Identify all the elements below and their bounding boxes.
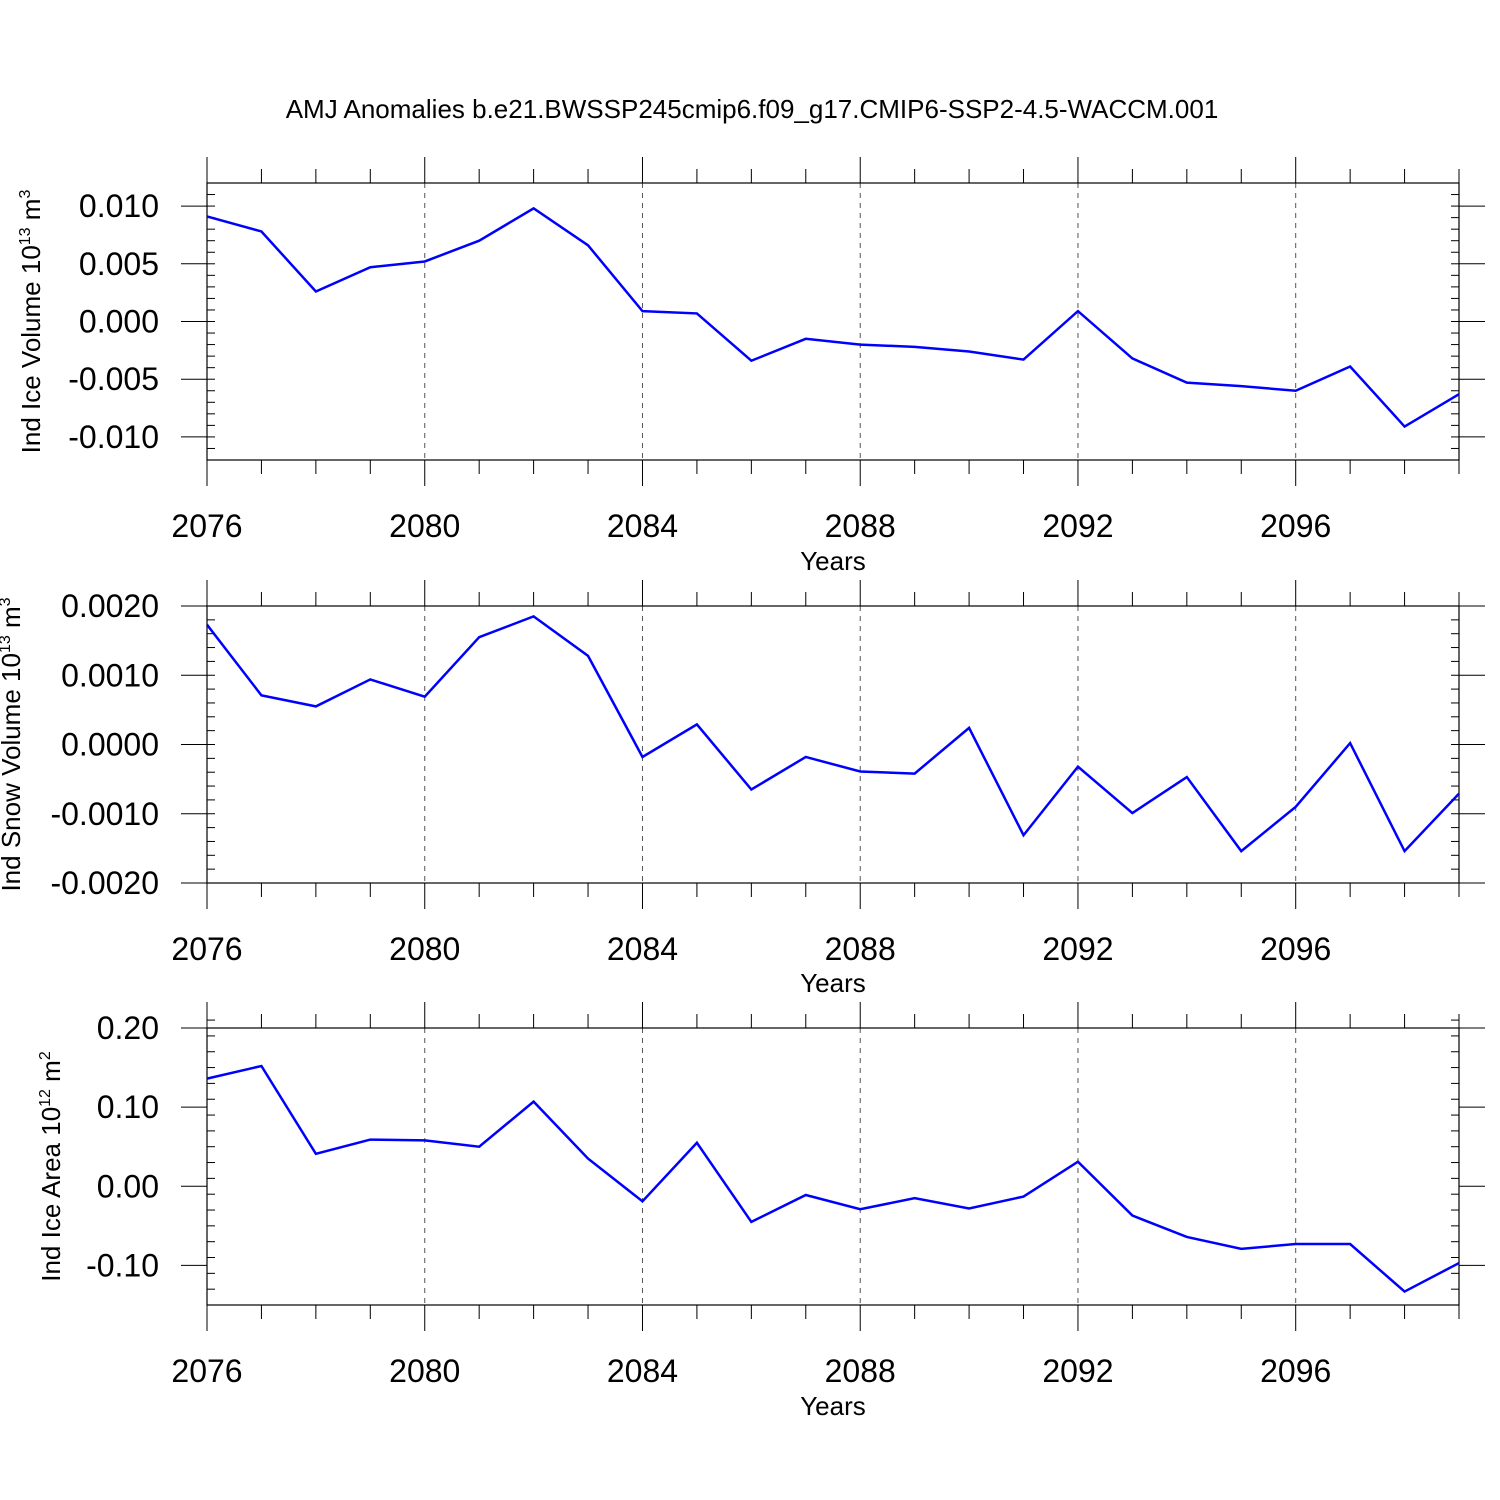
x-tick-label: 2088 [825, 508, 896, 544]
x-tick-label: 2088 [825, 931, 896, 967]
x-tick-label: 2084 [607, 931, 678, 967]
y-tick-label: -0.10 [86, 1247, 159, 1283]
plot-frame [206, 605, 1460, 884]
y-tick-label: 0.10 [97, 1089, 159, 1125]
plot-frame [206, 182, 1460, 461]
chart-title: AMJ Anomalies b.e21.BWSSP245cmip6.f09_g1… [286, 94, 1219, 124]
y-tick-label: -0.010 [68, 419, 159, 455]
x-tick-label: 2092 [1042, 1353, 1113, 1389]
y-tick-label: -0.0010 [50, 796, 159, 832]
y-axis-label: Ind Snow Volume 1013 m3 [0, 597, 26, 891]
series-line [206, 614, 1460, 854]
series-line [206, 1064, 1460, 1294]
y-tick-label: 0.00 [97, 1168, 159, 1204]
x-tick-label: 2084 [607, 508, 678, 544]
y-tick-label: 0.0010 [61, 657, 159, 693]
y-axis-label: Ind Ice Area 1012 m2 [36, 1051, 66, 1282]
x-tick-label: 2076 [171, 1353, 242, 1389]
x-tick-label: 2092 [1042, 508, 1113, 544]
x-tick-label: 2080 [389, 1353, 460, 1389]
x-tick-label: 2096 [1260, 508, 1331, 544]
x-tick-label: 2096 [1260, 1353, 1331, 1389]
panel-2: 2076 2080 2084 2088 2092 2096 Years 0.0020 0.001… [0, 580, 1485, 998]
x-axis-label: Years [800, 968, 866, 998]
y-tick-label: 0.005 [79, 246, 159, 282]
x-tick-label: 2092 [1042, 931, 1113, 967]
x-axis-label: Years [800, 546, 866, 576]
y-axis-label: Ind Ice Volume 1013 m3 [16, 190, 46, 454]
x-tick-label: 2076 [171, 508, 242, 544]
x-tick-label: 2088 [825, 1353, 896, 1389]
y-tick-label: -0.005 [68, 361, 159, 397]
x-tick-label: 2080 [389, 508, 460, 544]
x-axis-label: Years [800, 1391, 866, 1421]
y-tick-label: -0.0020 [50, 865, 159, 901]
panels: 2076 2080 2084 2088 2092 2096 Years 0.010 0.005 0… [0, 157, 1485, 1421]
y-tick-label: 0.000 [79, 304, 159, 340]
y-tick-label: 0.0000 [61, 727, 159, 763]
y-tick-label: 0.010 [79, 188, 159, 224]
y-tick-label: 0.0020 [61, 588, 159, 624]
y-tick-label: 0.20 [97, 1010, 159, 1046]
series-line [206, 206, 1460, 429]
x-tick-label: 2096 [1260, 931, 1331, 967]
x-tick-label: 2080 [389, 931, 460, 967]
panel-3: 2076 2080 2084 2088 2092 2096 Years 0.20 0.10 0.0… [36, 1002, 1485, 1421]
x-tick-label: 2084 [607, 1353, 678, 1389]
x-tick-label: 2076 [171, 931, 242, 967]
plot-frame [206, 1027, 1460, 1306]
panel-1: 2076 2080 2084 2088 2092 2096 Years 0.010 0.005 0… [16, 157, 1485, 576]
